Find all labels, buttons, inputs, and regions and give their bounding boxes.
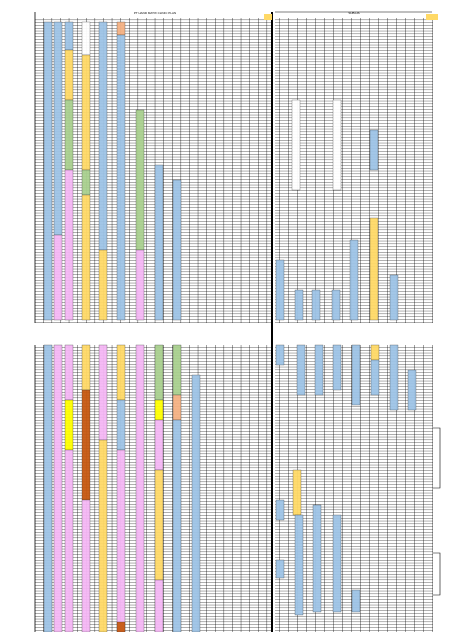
schedule-block — [154, 399, 164, 421]
schedule-block — [98, 344, 108, 441]
schedule-block — [53, 344, 63, 632]
schedule-block — [389, 344, 399, 411]
schedule-block — [43, 21, 53, 321]
schedule-block — [135, 344, 145, 632]
schedule-block — [116, 621, 126, 632]
schedule-block — [43, 344, 53, 632]
schedule-block — [81, 54, 91, 171]
schedule-block — [332, 514, 342, 613]
schedule-block — [370, 359, 380, 396]
right-title: SUB-HS — [348, 11, 359, 15]
schedule-block — [349, 239, 359, 321]
schedule-block — [81, 389, 91, 501]
schedule-block — [332, 99, 342, 191]
schedule-block — [389, 274, 399, 321]
schedule-block — [314, 344, 324, 396]
schedule-block — [172, 394, 182, 421]
schedule-block — [154, 344, 164, 401]
schedule-block — [116, 399, 126, 451]
schedule-block — [369, 129, 379, 171]
schedule-block — [81, 344, 91, 391]
schedule-block — [135, 109, 145, 251]
schedule-block — [116, 34, 126, 321]
schedule-block — [294, 289, 304, 321]
schedule-block — [370, 344, 380, 361]
schedule-block — [81, 194, 91, 321]
schedule-block — [332, 344, 342, 391]
schedule-block — [116, 344, 126, 401]
schedule-block — [275, 344, 285, 366]
schedule-block — [291, 99, 301, 191]
schedule-block — [81, 169, 91, 196]
schedule-block — [64, 344, 74, 401]
schedule-block — [275, 259, 285, 321]
schedule-block — [98, 439, 108, 632]
grid-bottom-left — [35, 345, 271, 632]
schedule-block — [154, 419, 164, 471]
schedule-block — [64, 449, 74, 632]
schedule-block — [294, 514, 304, 616]
schedule-block — [311, 289, 321, 321]
schedule-block — [53, 21, 63, 236]
schedule-block — [154, 164, 164, 321]
schedule-block — [351, 589, 361, 613]
schedule-block — [407, 369, 417, 411]
schedule-block — [98, 21, 108, 251]
schedule-block — [64, 49, 74, 101]
schedule-block — [312, 504, 322, 613]
bracket — [433, 427, 441, 596]
schedule-block — [275, 559, 285, 579]
schedule-block — [172, 179, 182, 321]
schedule-block — [191, 374, 201, 632]
header-cell — [264, 14, 272, 20]
schedule-block — [116, 21, 126, 36]
schedule-block — [331, 289, 341, 321]
left-title: PT HAND MATIX CLINIC PLAN — [134, 11, 176, 15]
schedule-block — [64, 399, 74, 451]
schedule-block — [369, 217, 379, 321]
schedule-block — [351, 344, 361, 406]
schedule-block — [154, 579, 164, 632]
grid-top-left — [35, 18, 271, 323]
schedule-block — [172, 419, 182, 632]
schedule-block — [64, 169, 74, 321]
schedule-block — [81, 21, 91, 56]
header-cell — [426, 14, 438, 20]
schedule-block — [135, 249, 145, 321]
schedule-block — [64, 21, 74, 51]
schedule-block — [275, 499, 285, 521]
schedule-block — [292, 469, 302, 516]
schedule-block — [53, 234, 63, 321]
schedule-block — [172, 344, 182, 396]
schedule-block — [154, 469, 164, 581]
schedule-block — [116, 449, 126, 632]
schedule-block — [296, 344, 306, 396]
schedule-block — [81, 499, 91, 632]
schedule-block — [64, 99, 74, 171]
schedule-blocks — [43, 21, 417, 632]
schedule-block — [98, 249, 108, 321]
